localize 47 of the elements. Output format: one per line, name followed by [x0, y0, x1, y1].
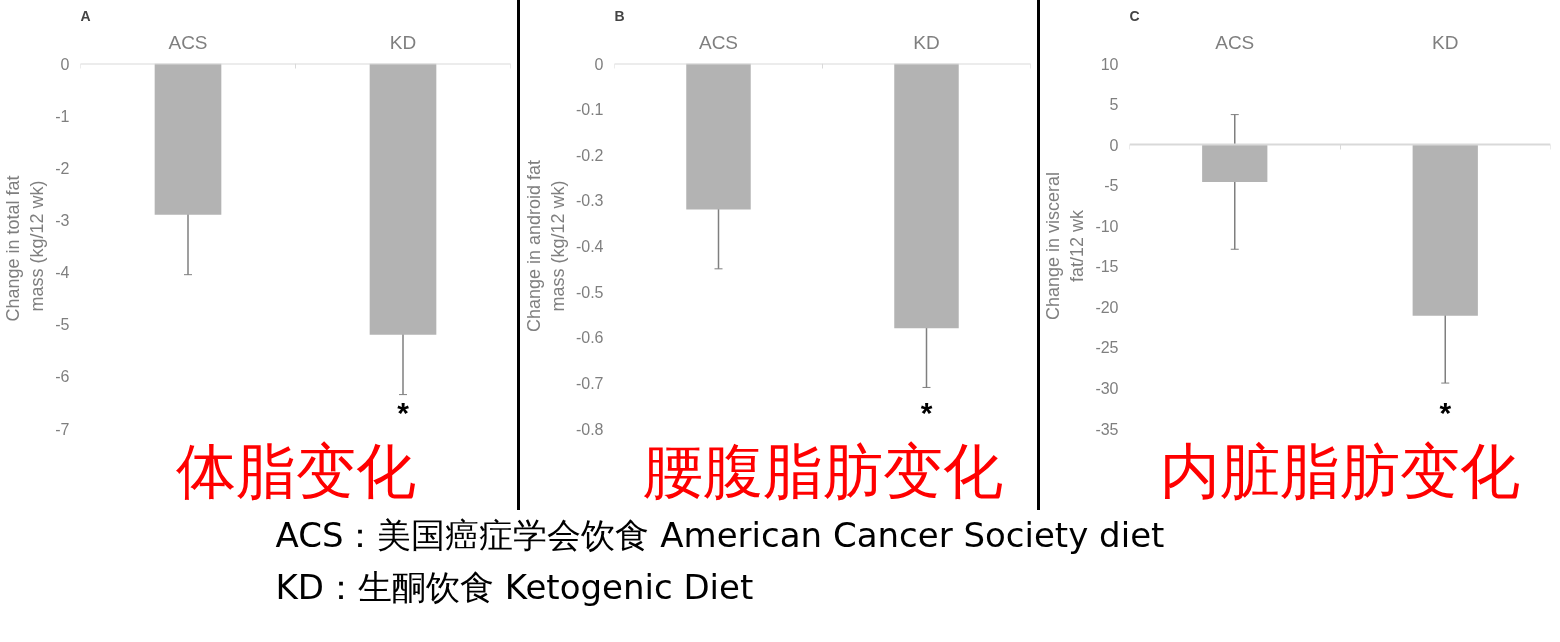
text: KD：生酮饮食 Ketogenic Diet: [275, 566, 754, 607]
text: ACS：美国癌症学会饮食 American Cancer Society diet: [275, 514, 1165, 555]
y-tick-label: -0.1: [575, 101, 604, 119]
y-axis-title: Change in total fat mass (kg/12 wk): [3, 175, 48, 322]
y-tick-label: -0.8: [575, 420, 604, 438]
y-tick-label: -10: [1095, 217, 1119, 235]
annotation: *: [397, 395, 410, 429]
annotation: *: [1439, 395, 1452, 429]
x-tick-label: KD: [389, 31, 417, 53]
y-tick-label: -0.3: [575, 192, 604, 210]
y-tick-label: -0.7: [575, 374, 604, 392]
x-tick-label: KD: [913, 31, 940, 53]
text: 体脂变化: [175, 435, 416, 506]
text: 内脏脂肪变化: [1160, 435, 1520, 506]
y-tick-label: -20: [1095, 298, 1119, 316]
y-tick-label: 0: [1109, 136, 1119, 154]
y-tick-label: -0.2: [575, 146, 604, 164]
x-tick-label: ACS: [698, 31, 739, 53]
y-axis-title: Change in android fat mass (kg/12 wk): [523, 159, 568, 333]
y-tick-label: -0.4: [575, 238, 604, 255]
text: 腰腹脂肪变化: [642, 435, 1003, 506]
y-tick-label: 10: [1100, 55, 1119, 73]
x-tick-label: ACS: [1215, 31, 1255, 53]
y-tick-label: -0.5: [575, 283, 604, 301]
y-tick-label: -30: [1095, 379, 1119, 397]
y-tick-label: -6: [55, 368, 70, 386]
y-tick-label: -5: [1104, 177, 1119, 195]
chart-title: A: [80, 7, 91, 24]
chart-title: C: [1129, 7, 1140, 24]
x-tick-label: ACS: [168, 31, 208, 53]
y-tick-label: -1: [55, 107, 70, 125]
y-tick-label: 0: [60, 55, 70, 73]
y-axis-title: Change in visceral fat/12 wk: [1043, 171, 1088, 321]
y-tick-label: -2: [55, 159, 70, 177]
y-tick-label: 5: [1109, 96, 1119, 114]
y-tick-label: -3: [55, 211, 70, 229]
y-tick-label: -15: [1095, 258, 1119, 276]
annotation: *: [920, 395, 933, 429]
y-tick-label: 0: [594, 55, 604, 73]
chart-title: B: [614, 7, 625, 24]
x-tick-label: KD: [1432, 31, 1459, 53]
y-tick-label: -5: [55, 316, 70, 334]
y-tick-label: -0.6: [575, 329, 604, 347]
y-tick-label: -7: [55, 420, 70, 438]
y-tick-label: -4: [55, 264, 70, 282]
y-tick-label: -25: [1095, 339, 1119, 357]
y-tick-label: -35: [1095, 420, 1119, 438]
